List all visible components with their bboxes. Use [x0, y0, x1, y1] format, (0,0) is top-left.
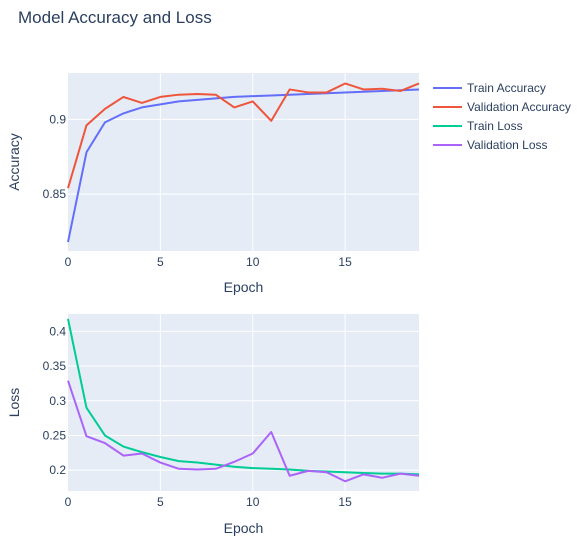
y-tick-label: 0.9	[49, 112, 66, 126]
loss-panel: 0 5 10 15 0.2 0.25 0.3 0.35 0.4 Epoch Loss	[6, 314, 420, 536]
x-tick-label: 10	[246, 255, 260, 269]
x-tick-label: 15	[338, 495, 352, 509]
x-tick-label: 10	[246, 495, 260, 509]
legend-item[interactable]: Validation Loss	[433, 138, 548, 152]
x-axis-title: Epoch	[224, 279, 264, 295]
y-axis-title: Loss	[6, 388, 22, 418]
y-tick-label: 0.85	[43, 187, 67, 201]
x-axis-title: Epoch	[224, 520, 264, 536]
x-tick-label: 0	[65, 495, 72, 509]
legend-label: Validation Accuracy	[467, 100, 571, 114]
legend-label: Train Accuracy	[467, 81, 546, 95]
y-tick-label: 0.4	[49, 324, 66, 338]
series-line-train-loss	[67, 318, 420, 476]
accuracy-panel: 0 5 10 15 0.85 0.9 Epoch Accuracy	[6, 73, 420, 295]
plot-background	[68, 73, 419, 251]
series-line-validation-loss	[67, 380, 420, 483]
x-tick-label: 5	[157, 495, 164, 509]
series-line-validation-accuracy	[67, 82, 420, 189]
y-tick-label: 0.35	[43, 359, 67, 373]
legend-label: Train Loss	[467, 119, 523, 133]
y-axis-title: Accuracy	[6, 133, 22, 191]
y-tick-label: 0.25	[43, 428, 67, 442]
legend-item[interactable]: Train Accuracy	[433, 81, 546, 95]
x-tick-label: 0	[65, 255, 72, 269]
legend-item[interactable]: Validation Accuracy	[433, 100, 571, 114]
x-tick-label: 15	[338, 255, 352, 269]
x-tick-label: 5	[157, 255, 164, 269]
plot-background	[68, 314, 419, 491]
y-tick-label: 0.2	[49, 463, 66, 477]
chart-title: Model Accuracy and Loss	[18, 8, 212, 27]
y-tick-label: 0.3	[49, 394, 66, 408]
legend-item[interactable]: Train Loss	[433, 119, 523, 133]
series-line-train-accuracy	[67, 88, 420, 243]
legend-label: Validation Loss	[467, 138, 548, 152]
legend: Train Accuracy Validation Accuracy Train L…	[433, 81, 571, 152]
